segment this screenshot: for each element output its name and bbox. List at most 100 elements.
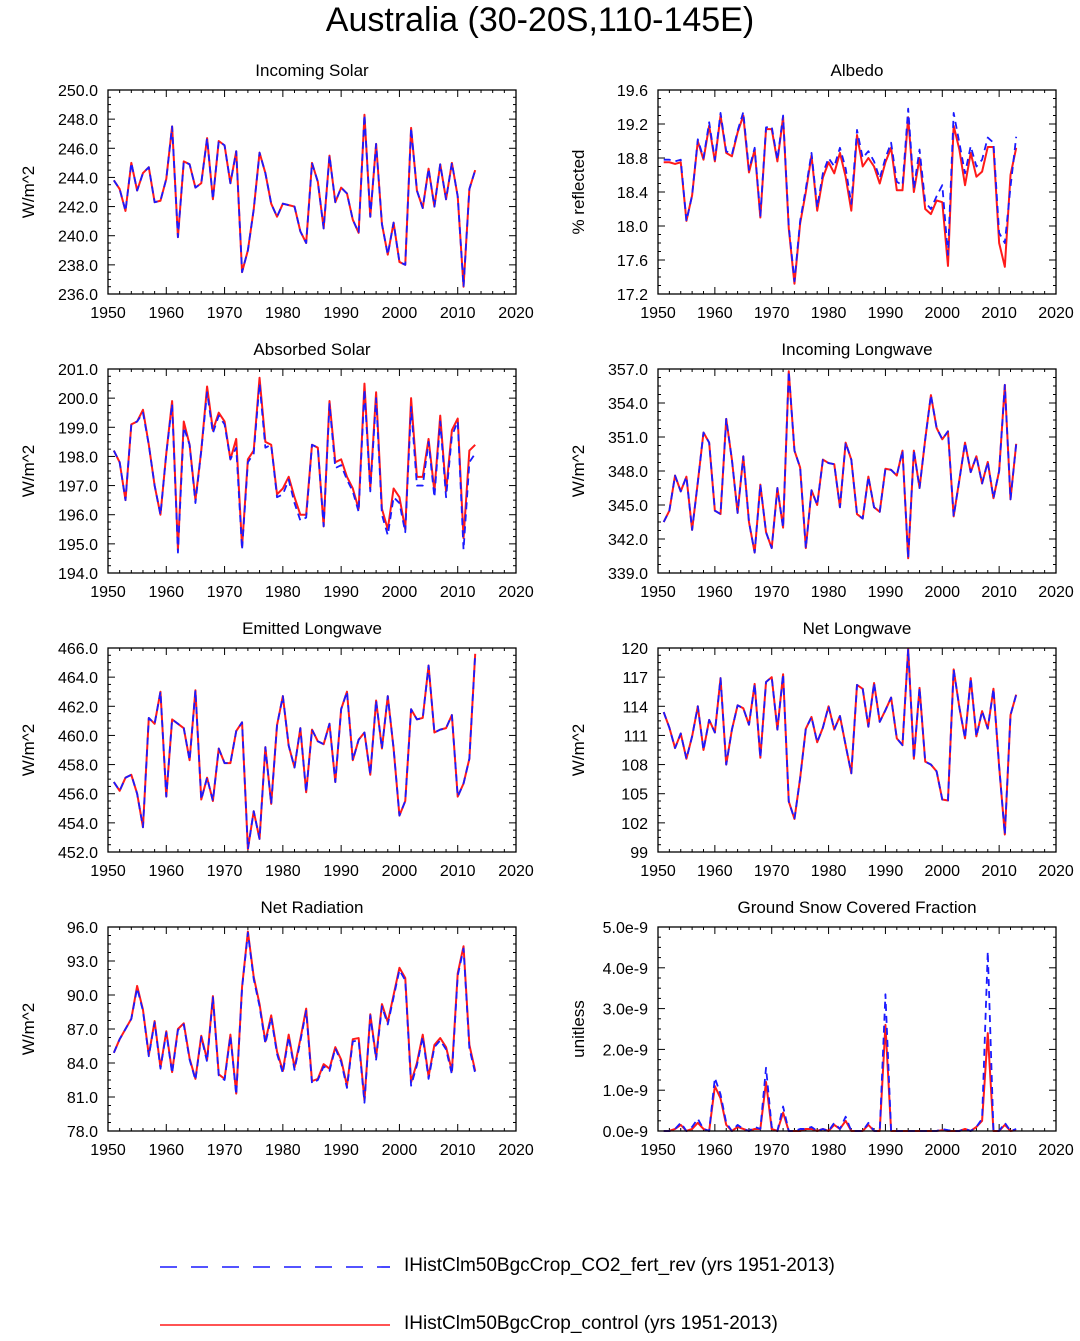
y-axis-label: unitless (569, 1000, 588, 1058)
x-tick-label: 1950 (90, 305, 126, 322)
x-tick-label: 2010 (981, 1142, 1017, 1159)
x-tick-label: 1980 (811, 305, 847, 322)
x-tick-label: 1990 (323, 584, 359, 601)
y-tick-label: 2.0e-9 (603, 1042, 648, 1059)
y-tick-label: 114 (622, 699, 648, 716)
y-tick-label: 354.0 (608, 396, 648, 413)
y-tick-label: 19.2 (617, 117, 648, 134)
chart-title: Incoming Longwave (781, 340, 932, 359)
series-line-fert (113, 382, 476, 554)
plot-frame (657, 647, 1057, 853)
y-tick-label: 5.0e-9 (603, 920, 648, 937)
chart-panel-5: Emitted Longwave W/m^2 1950 1960 1970 1980 199… (19, 619, 534, 880)
x-tick-label: 1960 (697, 584, 733, 601)
x-tick-label: 1980 (265, 584, 301, 601)
chart-panel-2: Albedo % reflected 1950 1960 1970 1980 1990 200… (569, 61, 1074, 322)
y-tick-label: 240.0 (58, 229, 98, 246)
x-tick-label: 1990 (868, 1142, 904, 1159)
y-axis-label: W/m^2 (569, 724, 588, 776)
y-tick-label: 84.0 (67, 1056, 98, 1073)
y-tick-label: 197.0 (58, 479, 98, 496)
series-line-control (662, 647, 1018, 836)
series-line-control (112, 376, 476, 551)
y-tick-label: 345.0 (608, 498, 648, 515)
y-tick-label: 93.0 (67, 954, 98, 971)
x-tick-label: 2010 (981, 863, 1017, 880)
figure: Incoming Solar W/m^2 1950 1960 1970 1980 1990 2… (19, 61, 1074, 1159)
x-tick-label: 2020 (498, 305, 534, 322)
y-tick-label: 201.0 (58, 362, 98, 379)
legend-line-fert (160, 1266, 390, 1268)
chart-title: Net Longwave (803, 619, 912, 638)
y-tick-label: 458.0 (58, 758, 98, 775)
x-tick-label: 1960 (148, 863, 184, 880)
x-tick-label: 1970 (207, 584, 243, 601)
chart-title: Net Radiation (260, 898, 363, 917)
y-tick-label: 3.0e-9 (603, 1002, 648, 1019)
y-tick-label: 96.0 (67, 920, 98, 937)
chart-panel-4: Incoming Longwave W/m^2 1950 1960 1970 1980 19… (569, 340, 1074, 601)
x-tick-label: 2010 (440, 863, 476, 880)
y-tick-label: 17.2 (617, 287, 648, 304)
y-tick-label: 4.0e-9 (603, 961, 648, 978)
series-line-control (662, 370, 1018, 560)
x-tick-label: 2020 (1038, 584, 1074, 601)
x-tick-label: 1970 (754, 1142, 790, 1159)
y-tick-label: 466.0 (58, 641, 98, 658)
x-tick-label: 1990 (868, 863, 904, 880)
x-tick-label: 1960 (697, 863, 733, 880)
y-tick-label: 242.0 (58, 200, 98, 217)
y-tick-label: 108 (621, 758, 648, 775)
x-tick-label: 1950 (90, 1142, 126, 1159)
y-tick-label: 90.0 (67, 988, 98, 1005)
y-axis-label: W/m^2 (19, 445, 38, 497)
series-line-control (112, 113, 477, 288)
x-tick-label: 2000 (382, 305, 418, 322)
legend-line-control (160, 1324, 390, 1326)
x-tick-label: 1970 (754, 863, 790, 880)
series-line-fert (663, 950, 1017, 1132)
x-tick-label: 2010 (440, 584, 476, 601)
x-tick-label: 1970 (207, 863, 243, 880)
chart-title: Emitted Longwave (242, 619, 382, 638)
x-tick-label: 1990 (868, 584, 904, 601)
legend-label-control: IHistClm50BgcCrop_control (yrs 1951-2013… (404, 1313, 778, 1334)
x-tick-label: 2000 (924, 584, 960, 601)
x-tick-label: 2020 (1038, 1142, 1074, 1159)
y-tick-label: 78.0 (67, 1124, 98, 1141)
y-tick-label: 195.0 (58, 537, 98, 554)
chart-title: Ground Snow Covered Fraction (737, 898, 976, 917)
chart-panel-1: Incoming Solar W/m^2 1950 1960 1970 1980 1990 2… (19, 61, 534, 322)
series-line-control (112, 653, 477, 851)
y-tick-label: 348.0 (608, 464, 648, 481)
chart-title: Albedo (831, 61, 884, 80)
y-tick-label: 236.0 (58, 287, 98, 304)
x-tick-label: 2000 (382, 863, 418, 880)
chart-title: Incoming Solar (255, 61, 369, 80)
y-tick-label: 81.0 (67, 1090, 98, 1107)
x-tick-label: 2010 (440, 1142, 476, 1159)
series-line-fert (663, 107, 1018, 283)
x-tick-label: 1980 (265, 1142, 301, 1159)
x-tick-label: 1980 (811, 584, 847, 601)
x-tick-label: 1990 (868, 305, 904, 322)
plot-frame (657, 89, 1057, 295)
y-tick-label: 339.0 (608, 566, 648, 583)
series-line-control (663, 114, 1018, 285)
plot-frame (107, 926, 517, 1132)
x-tick-label: 2000 (924, 305, 960, 322)
series-line-control (112, 930, 477, 1102)
y-tick-label: 120 (621, 641, 648, 658)
y-tick-label: 460.0 (58, 728, 98, 745)
plot-frame (107, 368, 517, 574)
y-tick-label: 200.0 (58, 391, 98, 408)
series-line-fert (113, 653, 477, 850)
y-tick-label: 18.8 (617, 151, 648, 168)
chart-panel-3: Absorbed Solar W/m^2 1950 1960 1970 1980 1990 2… (19, 340, 534, 601)
x-tick-label: 2020 (498, 1142, 534, 1159)
y-axis-label: W/m^2 (19, 724, 38, 776)
plot-frame (107, 647, 517, 853)
plot-frame (657, 368, 1057, 574)
series-line-control (663, 1023, 1017, 1132)
legend-item-control: IHistClm50BgcCrop_control (yrs 1951-2013… (160, 1310, 1040, 1340)
